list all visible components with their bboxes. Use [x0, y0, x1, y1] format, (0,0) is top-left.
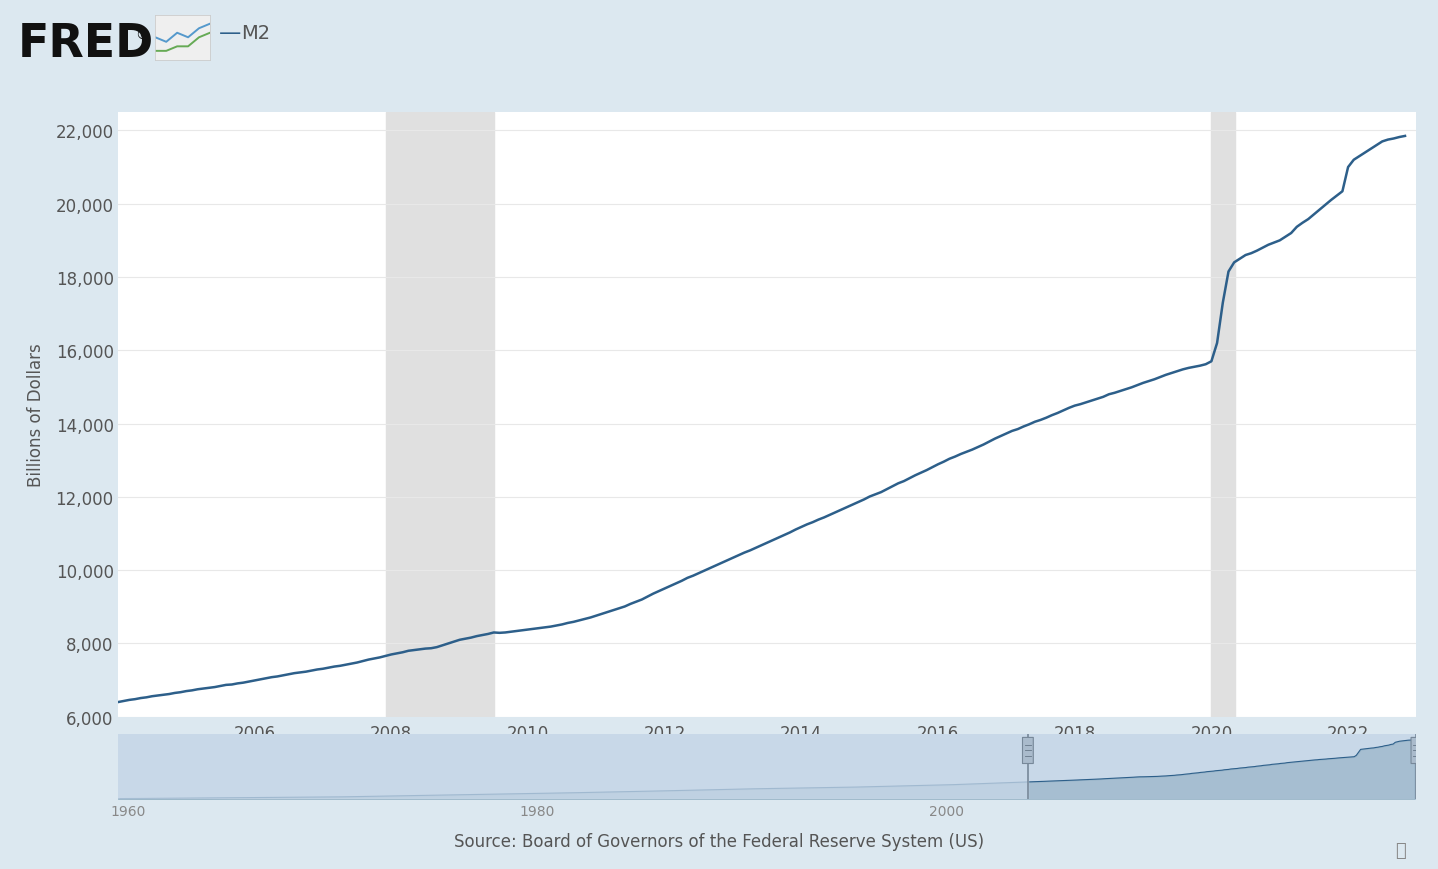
- Text: —: —: [219, 23, 242, 43]
- Text: ⛶: ⛶: [1396, 840, 1406, 859]
- Bar: [1211, 113, 1235, 717]
- Bar: [385, 113, 493, 717]
- Text: M2: M2: [242, 23, 270, 43]
- Bar: [118, 734, 1028, 799]
- FancyBboxPatch shape: [1022, 738, 1034, 764]
- Text: ®: ®: [135, 29, 150, 43]
- Text: Source: Board of Governors of the Federal Reserve System (US): Source: Board of Governors of the Federa…: [454, 832, 984, 850]
- FancyBboxPatch shape: [1411, 738, 1422, 764]
- Y-axis label: Billions of Dollars: Billions of Dollars: [26, 343, 45, 487]
- Text: FRED: FRED: [17, 22, 154, 67]
